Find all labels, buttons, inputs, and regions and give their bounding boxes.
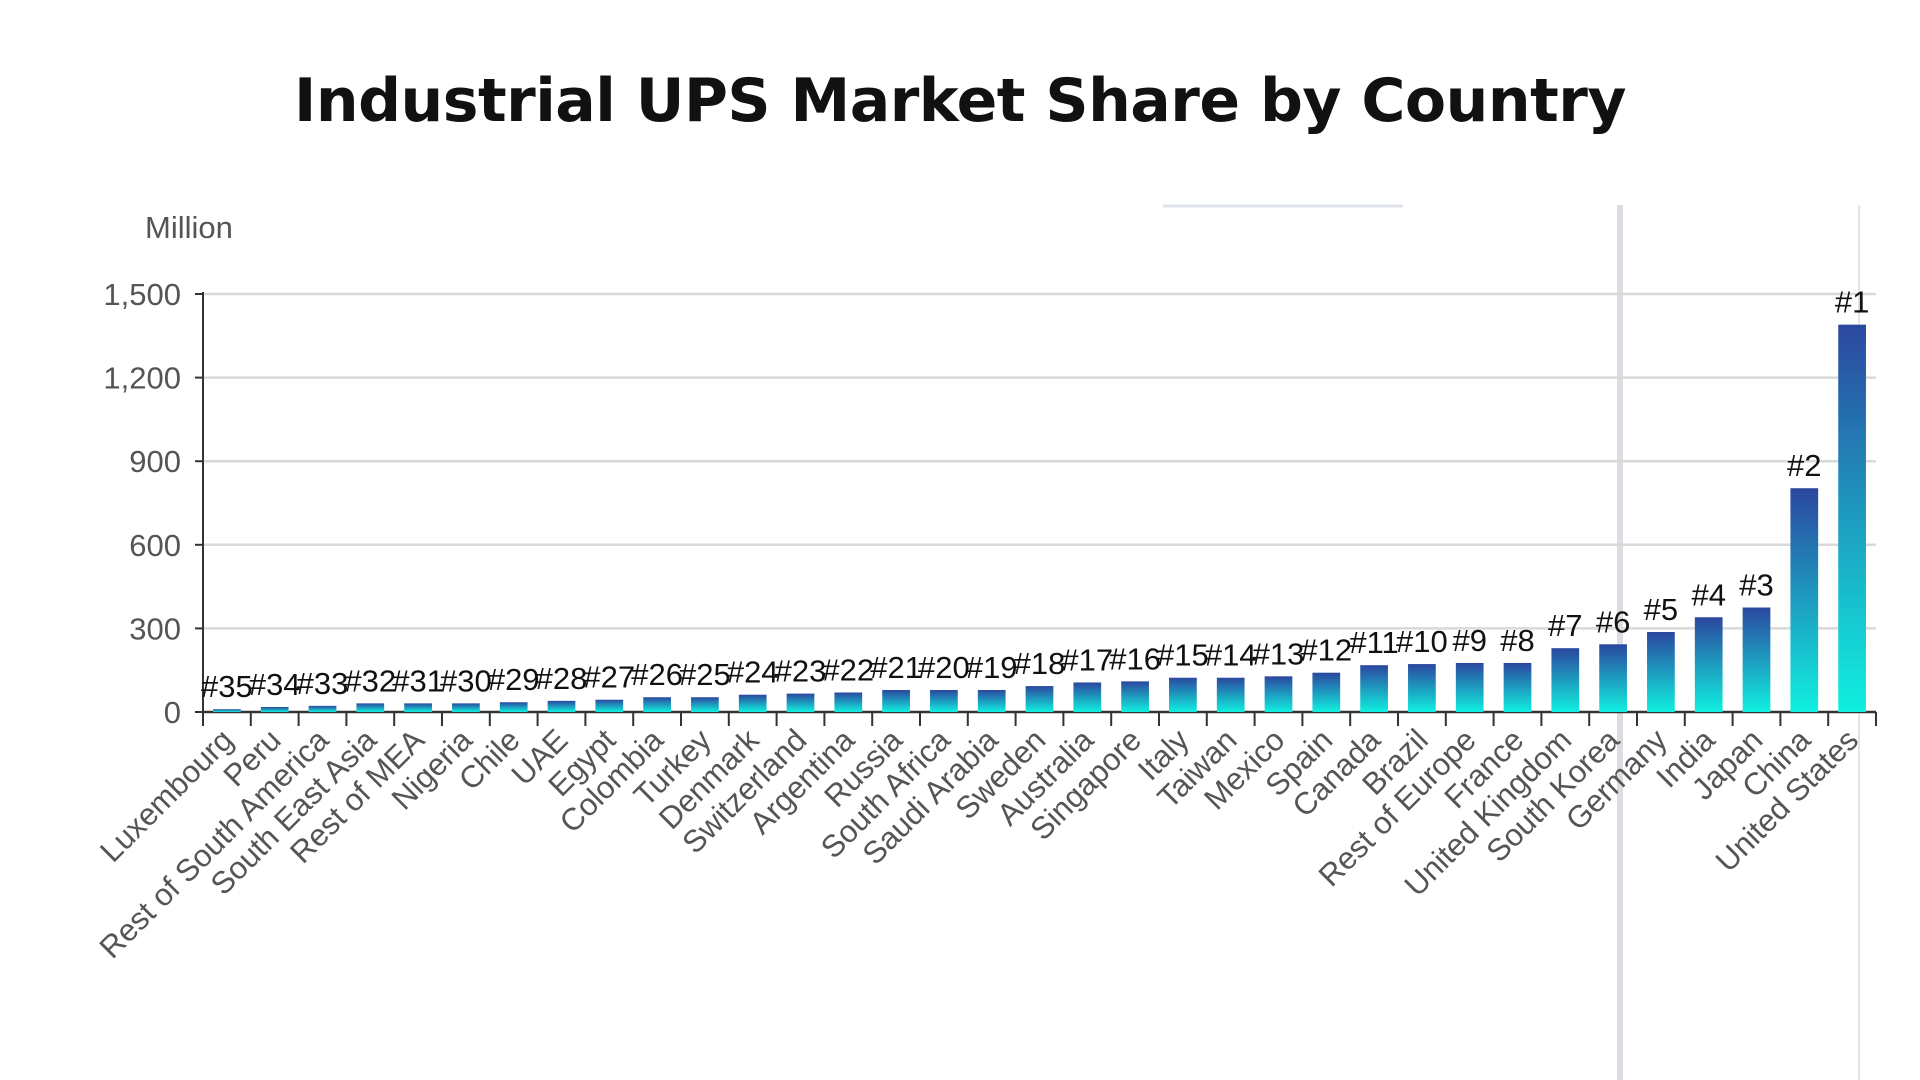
bar-denmark[interactable] bbox=[738, 694, 767, 712]
bar-united-states[interactable] bbox=[1838, 324, 1866, 712]
bar-turkey[interactable] bbox=[691, 697, 719, 712]
data-label: #29 bbox=[488, 662, 540, 697]
data-label: #2 bbox=[1787, 448, 1821, 483]
bar-south-africa[interactable] bbox=[930, 689, 958, 712]
bar-switzerland[interactable] bbox=[786, 693, 815, 712]
y-axis-unit-label: Million bbox=[145, 210, 233, 245]
data-label: #20 bbox=[918, 650, 970, 685]
data-label: #30 bbox=[440, 663, 492, 698]
data-label: #17 bbox=[1061, 642, 1113, 677]
bar-australia[interactable] bbox=[1073, 682, 1102, 712]
data-label: #23 bbox=[775, 654, 827, 689]
bar-luxembourg[interactable] bbox=[213, 709, 241, 712]
data-label: #26 bbox=[631, 657, 683, 692]
bar-brazil[interactable] bbox=[1408, 664, 1436, 712]
data-label: #32 bbox=[344, 663, 396, 698]
y-tick-label: 600 bbox=[129, 528, 181, 563]
data-label: #1 bbox=[1835, 285, 1869, 320]
bar-japan[interactable] bbox=[1742, 607, 1771, 713]
data-label: #33 bbox=[297, 666, 349, 701]
bar-saudi-arabia[interactable] bbox=[977, 689, 1006, 712]
bar-egypt[interactable] bbox=[595, 699, 624, 712]
bar-india[interactable] bbox=[1694, 617, 1723, 712]
bar-canada[interactable] bbox=[1360, 665, 1388, 712]
bar-china[interactable] bbox=[1790, 488, 1819, 712]
data-label: #11 bbox=[1349, 625, 1398, 660]
bar-nigeria[interactable] bbox=[452, 703, 480, 712]
bar-uae[interactable] bbox=[547, 700, 576, 712]
y-tick-label: 900 bbox=[129, 444, 181, 479]
data-label: #28 bbox=[536, 661, 588, 696]
bar-rest-of-mea[interactable] bbox=[404, 703, 432, 712]
data-label: #14 bbox=[1205, 638, 1257, 673]
bar-south-east-asia[interactable] bbox=[356, 703, 385, 712]
bar-mexico[interactable] bbox=[1264, 676, 1293, 712]
y-tick-label: 1,500 bbox=[103, 277, 181, 312]
bar-italy[interactable] bbox=[1169, 677, 1197, 712]
data-label: #7 bbox=[1548, 608, 1582, 643]
y-tick-label: 0 bbox=[164, 695, 181, 730]
bar-colombia[interactable] bbox=[643, 697, 671, 712]
bar-argentina[interactable] bbox=[834, 692, 863, 712]
bar-chile[interactable] bbox=[499, 702, 528, 712]
data-label: #18 bbox=[1014, 646, 1066, 681]
data-label: #3 bbox=[1739, 568, 1773, 603]
bar-singapore[interactable] bbox=[1121, 681, 1149, 712]
bar-rest-of-europe[interactable] bbox=[1455, 662, 1484, 712]
data-label: #31 bbox=[392, 663, 444, 698]
data-label: #34 bbox=[249, 667, 301, 702]
data-label: #13 bbox=[1253, 636, 1305, 671]
data-label: #4 bbox=[1691, 577, 1725, 612]
bar-spain[interactable] bbox=[1312, 672, 1341, 712]
data-label: #10 bbox=[1396, 624, 1448, 659]
y-tick-label: 1,200 bbox=[103, 361, 181, 396]
bar-united-kingdom[interactable] bbox=[1551, 648, 1580, 712]
data-label: #35 bbox=[201, 669, 253, 704]
data-label: #15 bbox=[1157, 638, 1209, 673]
bar-rest-of-south-america[interactable] bbox=[308, 705, 337, 712]
bar-taiwan[interactable] bbox=[1216, 677, 1245, 712]
data-label: #22 bbox=[822, 652, 874, 687]
chart-title: Industrial UPS Market Share by Country bbox=[294, 66, 1626, 136]
bar-france[interactable] bbox=[1503, 662, 1532, 712]
bar-russia[interactable] bbox=[882, 689, 910, 712]
data-label: #27 bbox=[583, 660, 635, 695]
bar-germany[interactable] bbox=[1647, 632, 1675, 712]
data-label: #8 bbox=[1500, 623, 1534, 658]
data-label: #9 bbox=[1452, 623, 1486, 658]
data-label: #16 bbox=[1109, 641, 1161, 676]
data-label: #6 bbox=[1596, 604, 1630, 639]
data-label: #21 bbox=[870, 650, 922, 685]
data-label: #24 bbox=[727, 655, 779, 690]
bar-peru[interactable] bbox=[260, 706, 289, 712]
data-label: #12 bbox=[1300, 633, 1352, 668]
y-tick-label: 300 bbox=[129, 611, 181, 646]
data-label: #25 bbox=[679, 657, 731, 692]
data-label: #19 bbox=[966, 650, 1018, 685]
bar-sweden[interactable] bbox=[1025, 686, 1054, 712]
data-label: #5 bbox=[1644, 592, 1678, 627]
bar-south-korea[interactable] bbox=[1599, 644, 1627, 712]
